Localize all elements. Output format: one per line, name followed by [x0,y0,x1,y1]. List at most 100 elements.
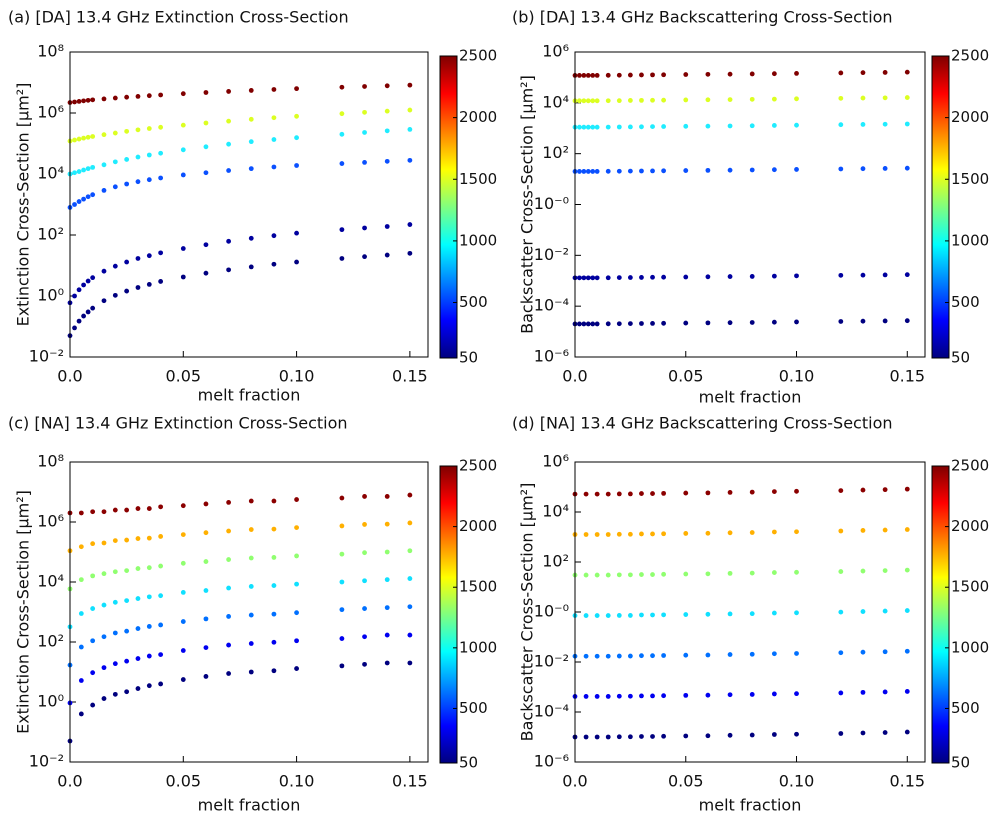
data-point [627,734,633,740]
data-point [248,641,254,646]
data-point [904,486,910,492]
data-point [639,693,644,699]
x-tick-label: 0.0 [562,367,587,386]
data-point [794,122,799,128]
data-point [616,734,622,740]
data-point [727,490,733,495]
data-point [248,88,254,93]
data-point [339,256,345,261]
x-tick-label: 0.0 [562,772,587,791]
data-point [705,611,711,617]
data-point [650,734,655,739]
data-point [101,602,107,608]
data-point [904,729,910,735]
x-tick-label: 0.10 [279,772,315,791]
x-axis-label: melt fraction [198,796,301,815]
data-point [339,131,345,137]
data-point [203,645,209,651]
data-point [158,622,164,628]
data-point [590,98,596,104]
data-point [616,613,622,618]
data-point [639,491,644,496]
y-tick-label: 10⁻⁴ [534,702,569,721]
data-point [384,605,390,611]
data-point [585,321,591,327]
data-point [81,167,86,173]
data-point [135,285,141,290]
data-point [158,250,164,256]
data-point [749,570,755,576]
data-point [294,86,299,92]
data-point [158,681,164,687]
data-point [594,98,600,104]
data-point [294,230,299,236]
data-point [683,733,689,739]
data-point [616,693,622,699]
data-point [180,532,186,538]
data-point [727,274,733,279]
data-point [112,661,118,667]
data-point [158,504,164,510]
data-point [583,653,589,659]
data-point [627,531,633,537]
data-point [146,653,152,659]
data-point [90,97,96,103]
y-tick-label: 10⁶ [37,512,64,531]
data-point [112,599,118,605]
data-point [101,187,107,193]
data-point [76,136,82,142]
data-point [101,665,107,671]
data-point [226,118,232,124]
data-point [294,497,299,502]
data-point [384,158,390,164]
data-point [794,569,799,575]
data-point [577,275,582,281]
data-point [594,694,600,699]
data-point [705,530,711,536]
data-point [771,732,777,737]
data-point [727,611,733,617]
data-point [683,571,689,577]
data-point [90,541,96,547]
data-point [594,532,600,537]
data-point [362,606,367,611]
data-point [749,71,755,77]
y-tick-label: 10⁸ [37,452,64,471]
data-point [616,72,622,78]
data-point [650,491,655,496]
data-point [904,689,910,694]
data-point [90,573,96,579]
data-point [683,692,689,698]
data-point [605,321,611,327]
data-point [705,320,711,326]
colorbar-tick-label: 2500 [951,47,989,65]
data-point [271,583,277,588]
data-point [112,263,118,269]
colorbar-tick-label: 50 [951,754,970,772]
data-point [81,282,86,288]
data-point [749,692,755,697]
data-point [271,498,277,504]
data-point [605,694,611,699]
data-point [203,270,209,276]
data-point [882,70,888,75]
data-point [407,576,413,581]
data-point [727,123,733,129]
data-point [590,124,596,130]
colorbar-tick-label: 2000 [459,108,497,126]
data-point [384,549,390,555]
data-point [124,537,130,543]
data-point [271,233,277,239]
data-point [727,71,733,77]
data-point [124,689,130,695]
data-point [616,531,622,537]
data-point [101,571,107,577]
data-point [605,491,611,497]
data-point [203,588,209,593]
data-point [771,319,777,325]
data-point [146,126,152,131]
data-point [146,594,152,600]
y-tick-label: 10² [542,552,569,571]
data-point [158,175,164,181]
